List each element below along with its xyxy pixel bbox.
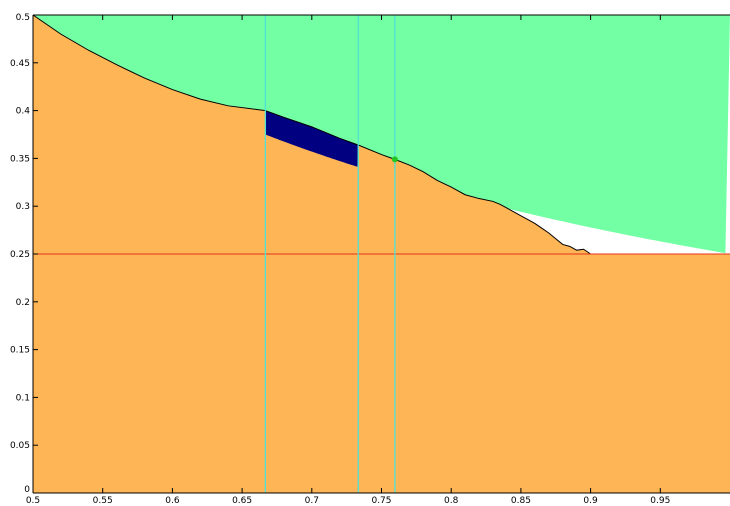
x-tick-label: 0.8 — [444, 496, 459, 506]
y-tick-label: 0.2 — [16, 298, 30, 308]
y-tick-label: 0.05 — [10, 441, 30, 451]
y-tick-label: 0.25 — [10, 250, 30, 260]
y-tick-label: 0 — [24, 485, 30, 495]
y-tick-label: 0.3 — [16, 202, 30, 212]
y-tick-label: 0.45 — [10, 59, 30, 69]
y-tick-label: 0.4 — [16, 107, 31, 117]
x-tick-label: 0.7 — [305, 496, 319, 506]
y-tick-label: 0.35 — [10, 154, 30, 164]
plot-area — [32, 14, 730, 493]
x-tick-label: 0.5 — [26, 496, 40, 506]
y-tick-label: 0.15 — [10, 346, 30, 356]
x-tick-label: 0.9 — [583, 496, 598, 506]
x-tick-label: 0.95 — [650, 496, 670, 506]
x-tick-label: 0.75 — [371, 496, 391, 506]
boundary-curve — [32, 14, 591, 255]
x-tick-label: 0.6 — [165, 496, 180, 506]
marker-point — [391, 156, 398, 163]
axes: 0.5 0.55 0.6 0.65 0.7 0.75 0.8 0.85 0.9 0.95 0 0.05… — [10, 13, 730, 506]
x-tick-label: 0.65 — [232, 496, 252, 506]
upper-region — [33, 15, 730, 254]
y-tick-label: 0.1 — [16, 393, 30, 403]
x-tick-label: 0.85 — [511, 496, 531, 506]
wedge-region — [265, 110, 359, 167]
x-tick-label: 0.55 — [93, 496, 113, 506]
y-tick-label: 0.5 — [16, 13, 30, 23]
